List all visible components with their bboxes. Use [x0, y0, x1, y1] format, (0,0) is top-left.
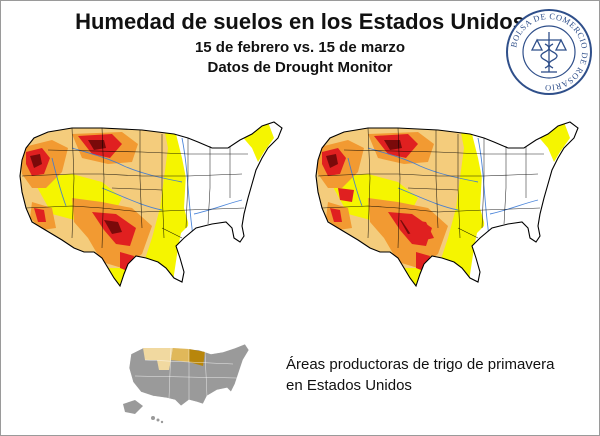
- caption-line-1: Áreas productoras de trigo de primavera: [286, 356, 555, 373]
- drought-map-february: [12, 118, 297, 303]
- subtitle-source: Datos de Drought Monitor: [207, 59, 393, 76]
- spring-wheat-area-map: [123, 343, 250, 424]
- drought-map-march: [308, 118, 593, 303]
- wheat-area-caption: Áreas productoras de trigo de primavera …: [286, 354, 586, 396]
- page-title: Humedad de suelos en los Estados Unidos: [75, 9, 525, 34]
- caption-line-2: en Estados Unidos: [286, 377, 412, 394]
- bcr-seal-logo: BOLSA DE COMERCIO DE ROSARIO: [506, 9, 592, 95]
- subtitle-dates: 15 de febrero vs. 15 de marzo: [194, 39, 406, 56]
